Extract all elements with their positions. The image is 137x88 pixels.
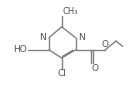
Text: O: O <box>92 64 99 73</box>
Text: O: O <box>102 40 109 49</box>
Text: N: N <box>40 33 46 42</box>
Text: HO: HO <box>13 45 27 54</box>
Text: N: N <box>78 33 85 42</box>
Text: Cl: Cl <box>57 69 66 78</box>
Text: CH₃: CH₃ <box>63 7 78 16</box>
